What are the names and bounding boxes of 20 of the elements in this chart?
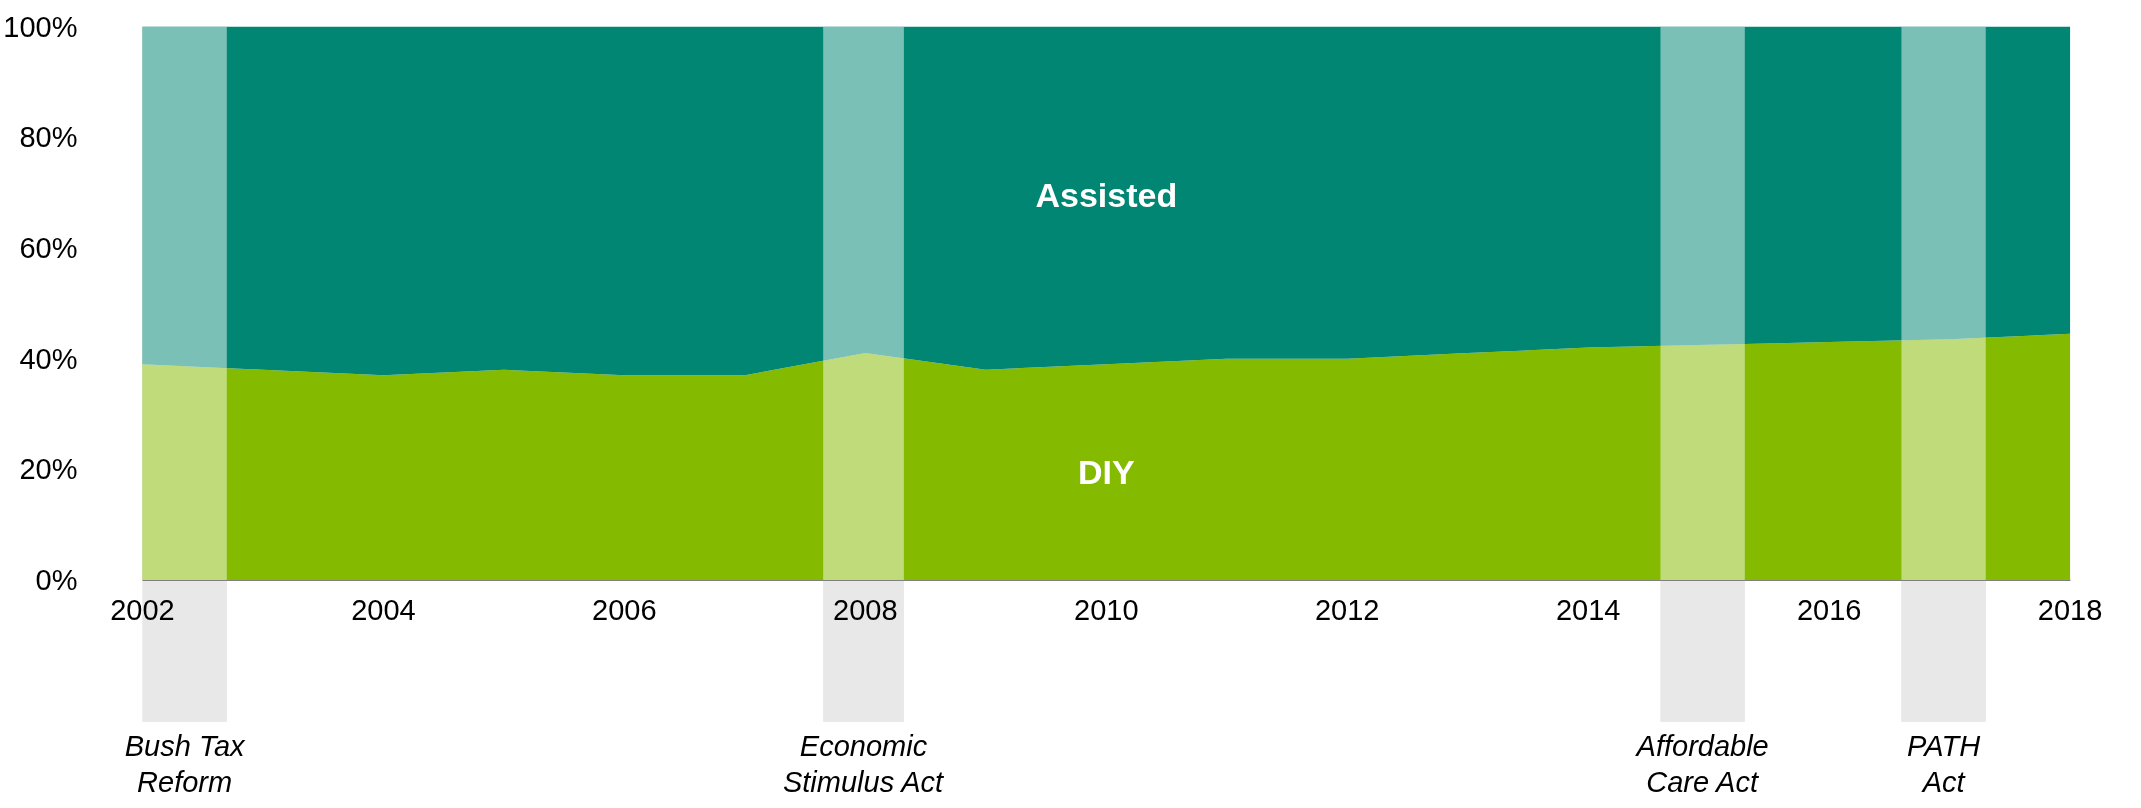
x-tick-label: 2018 xyxy=(2037,594,2103,627)
band-label: Bush Tax Reform xyxy=(124,729,247,799)
y-tick-label: 60% xyxy=(19,231,78,264)
y-tick-label: 100% xyxy=(3,10,78,43)
band-label: Economic Stimulus Act xyxy=(782,729,945,799)
band-label: PATH Act xyxy=(1907,729,1981,799)
x-tick-label: 2010 xyxy=(1074,594,1139,627)
y-tick-label: 0% xyxy=(35,564,78,597)
x-tick-label: 2014 xyxy=(1555,594,1621,627)
x-tick-label: 2002 xyxy=(110,594,175,627)
x-tick-label: 2012 xyxy=(1314,594,1380,627)
y-tick-label: 80% xyxy=(19,121,78,154)
y-tick-label: 20% xyxy=(19,453,78,486)
x-tick-label: 2016 xyxy=(1796,594,1862,627)
x-tick-label: 2008 xyxy=(833,594,898,627)
band-label: Affordable Care Act xyxy=(1634,729,1769,799)
y-tick-label: 40% xyxy=(19,342,78,375)
x-tick-label: 2004 xyxy=(351,594,416,627)
x-tick-label: 2006 xyxy=(592,594,657,627)
series-label: Assisted xyxy=(1035,176,1178,215)
